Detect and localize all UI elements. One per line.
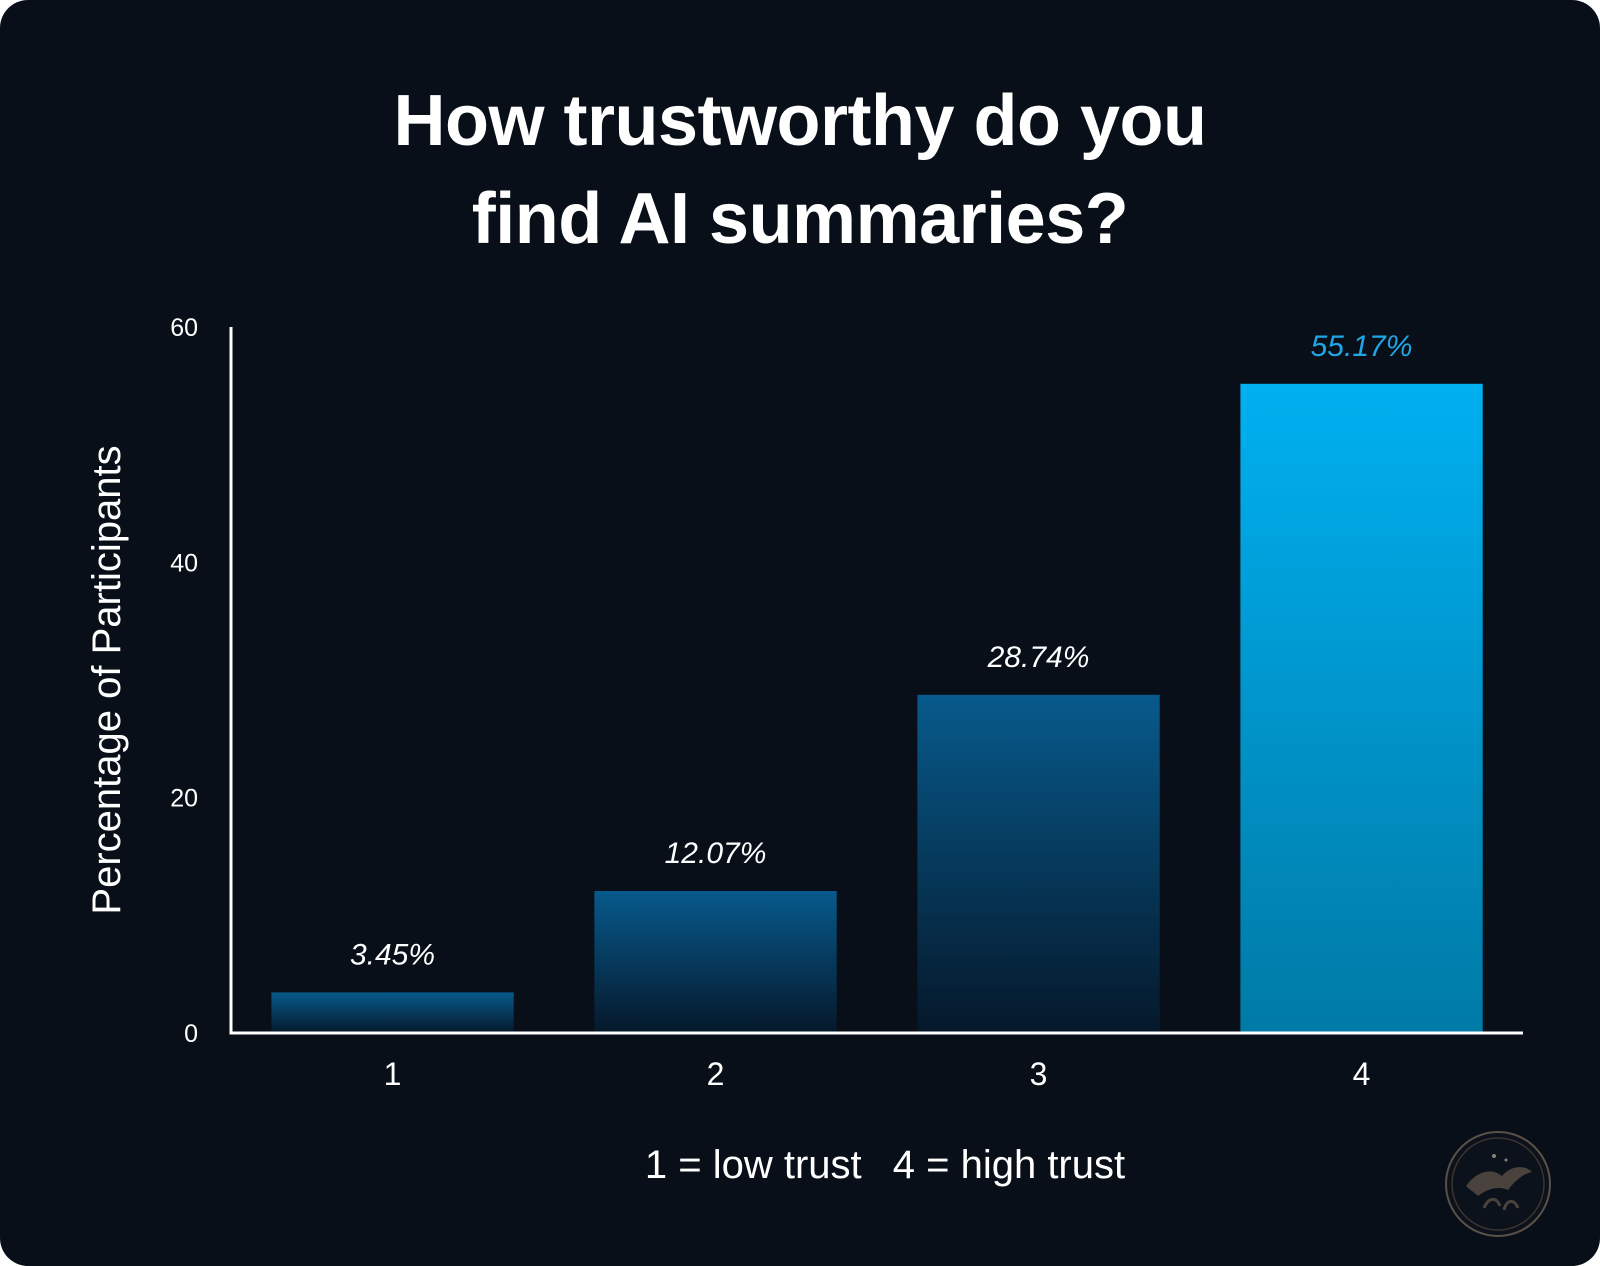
chart-title-line-1: How trustworthy do you xyxy=(393,81,1207,161)
x-tick-label-1: 1 xyxy=(384,1056,402,1092)
value-labels-layer: 3.45% 12.07% 28.74% 55.17% xyxy=(350,330,1412,972)
bar-4 xyxy=(1240,383,1483,1033)
y-tick-label-20: 20 xyxy=(170,785,198,813)
y-tick-label-0: 0 xyxy=(184,1020,198,1048)
scale-note: 1 = low trust 4 = high trust xyxy=(0,1140,1600,1190)
value-label-2: 12.07% xyxy=(665,837,767,870)
x-tick-label-3: 3 xyxy=(1030,1056,1048,1092)
y-axis-label: Percentage of Participants xyxy=(85,445,129,914)
x-tick-label-4: 4 xyxy=(1353,1056,1371,1092)
bars-layer xyxy=(271,383,1483,1033)
scale-note-high: 4 = high trust xyxy=(892,1143,1126,1187)
bar-1 xyxy=(271,992,514,1033)
watermark-seal-icon xyxy=(1445,1131,1551,1237)
y-tick-label-40: 40 xyxy=(170,549,198,577)
x-ticks-layer: 1 2 3 4 xyxy=(384,1056,1371,1092)
bar-2 xyxy=(594,891,837,1033)
scale-note-low: 1 = low trust xyxy=(644,1143,862,1187)
value-label-1: 3.45% xyxy=(350,938,435,971)
y-tick-label-60: 60 xyxy=(170,314,198,342)
chart-title: How trustworthy do you find AI summaries… xyxy=(0,72,1600,268)
bar-3 xyxy=(917,694,1160,1033)
x-tick-label-2: 2 xyxy=(707,1056,725,1092)
y-ticks-layer: 0 20 40 60 xyxy=(170,314,198,1048)
chart-title-line-2: find AI summaries? xyxy=(471,179,1129,259)
value-label-4: 55.17% xyxy=(1311,330,1413,363)
value-label-3: 28.74% xyxy=(987,641,1090,674)
